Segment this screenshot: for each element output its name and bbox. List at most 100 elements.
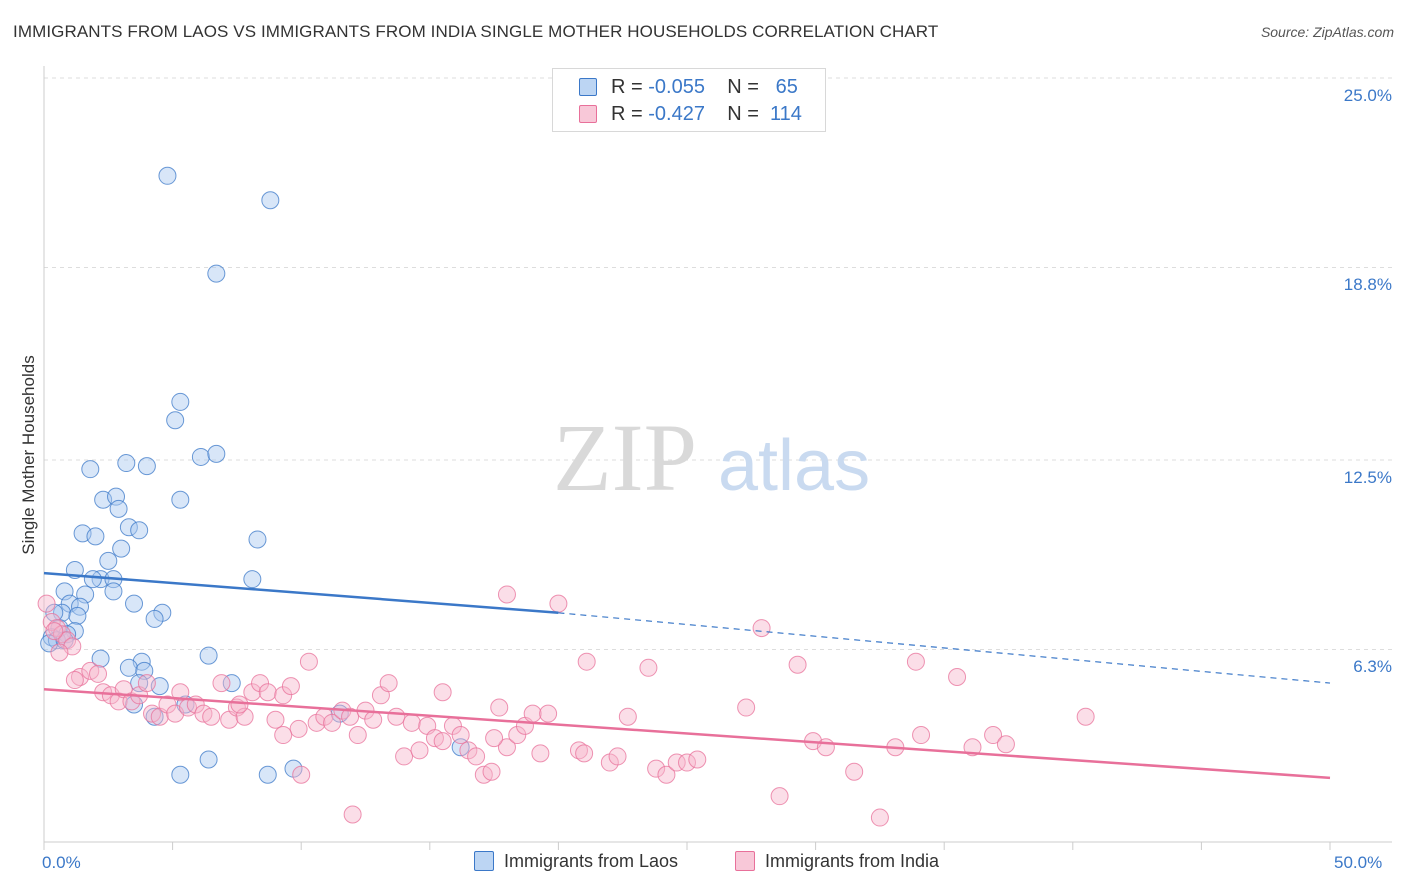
india-point — [485, 729, 504, 748]
india-point — [490, 698, 509, 717]
series-india-points — [37, 585, 1095, 827]
india-point — [171, 683, 190, 702]
india-point — [292, 765, 311, 784]
india-point — [549, 594, 568, 613]
source-label: Source: ZipAtlas.com — [1260, 24, 1394, 40]
india-point — [289, 719, 308, 738]
india-point — [467, 747, 486, 766]
laos-point — [117, 454, 136, 473]
india-point — [963, 738, 982, 757]
india-point — [788, 655, 807, 674]
laos-point — [258, 765, 277, 784]
india-point — [364, 710, 383, 729]
y-tick-label: 25.0% — [1343, 86, 1392, 105]
laos-point — [119, 658, 138, 677]
india-point — [752, 619, 771, 638]
legend-swatch-india — [735, 851, 755, 871]
india-swatch — [579, 105, 597, 123]
laos-point — [171, 392, 190, 411]
laos-point — [119, 518, 138, 537]
india-point — [50, 643, 69, 662]
india-point — [678, 753, 696, 772]
legend-swatch-laos — [474, 851, 494, 871]
india-point — [906, 652, 925, 671]
laos-trend-line — [43, 571, 559, 615]
laos-point — [166, 411, 185, 430]
india-point — [608, 747, 627, 766]
laos-point — [109, 499, 128, 518]
india-point — [984, 726, 1003, 745]
india-point — [47, 619, 66, 638]
laos-point — [86, 527, 105, 546]
laos-point — [158, 166, 177, 185]
india-trend-line — [43, 687, 1331, 780]
laos-point — [145, 707, 164, 726]
laos-n-value: 65 — [775, 76, 798, 98]
india-point — [688, 750, 707, 769]
india-point — [71, 667, 90, 686]
india-r-label: R = — [611, 103, 649, 125]
laos-point — [222, 674, 241, 693]
india-point — [1076, 707, 1095, 726]
india-point — [230, 695, 249, 714]
laos-point — [248, 530, 267, 549]
india-point — [379, 674, 398, 693]
laos-point — [207, 444, 226, 463]
india-point — [243, 683, 262, 702]
india-point — [667, 753, 686, 772]
india-point — [569, 741, 588, 760]
india-r-value: -0.427 — [648, 103, 705, 125]
laos-point — [145, 609, 164, 628]
india-point — [395, 747, 414, 766]
india-point — [299, 652, 318, 671]
india-point — [251, 674, 270, 693]
laos-point — [81, 460, 100, 479]
laos-r-value: -0.055 — [648, 76, 705, 98]
india-point — [912, 726, 931, 745]
india-point — [348, 726, 367, 745]
india-point — [539, 704, 558, 723]
india-point — [212, 674, 231, 693]
india-point — [737, 698, 756, 717]
india-point — [266, 710, 285, 729]
series-legend: Immigrants from Laos Immigrants from Ind… — [0, 851, 1406, 877]
india-point — [618, 707, 637, 726]
india-point — [433, 732, 452, 751]
x-tick-max: 50.0% — [1334, 853, 1383, 872]
chart-title: IMMIGRANTS FROM LAOS VS IMMIGRANTS FROM … — [13, 22, 939, 41]
india-point — [657, 765, 676, 784]
india-point — [89, 664, 108, 683]
india-point — [845, 762, 864, 781]
india-point — [65, 671, 84, 690]
india-point — [577, 652, 596, 671]
legend-label-laos: Immigrants from Laos — [504, 851, 679, 871]
laos-point — [99, 551, 118, 570]
grid-lines — [44, 77, 1392, 650]
laos-point — [125, 594, 144, 613]
laos-swatch — [579, 78, 597, 96]
legend-item-laos[interactable]: Immigrants from Laos — [474, 851, 678, 872]
stats-legend: R = -0.055 N = 65 R = -0.427 N = 114 — [552, 68, 826, 132]
y-tick-label: 12.5% — [1343, 468, 1392, 487]
india-point — [433, 683, 452, 702]
legend-label-india: Immigrants from India — [765, 851, 940, 871]
india-point — [37, 594, 56, 613]
india-n-label: N = — [727, 103, 765, 125]
laos-point — [130, 521, 149, 540]
laos-r-label: R = — [611, 76, 649, 98]
india-point — [870, 808, 889, 827]
legend-item-india[interactable]: Immigrants from India — [735, 851, 939, 872]
india-point — [410, 741, 429, 760]
india-point — [508, 726, 527, 745]
india-point — [281, 677, 300, 696]
india-point — [575, 744, 594, 763]
x-tick-min: 0.0% — [42, 853, 81, 872]
india-point — [387, 707, 406, 726]
axes — [43, 66, 1392, 850]
laos-point — [137, 457, 156, 476]
laos-point — [91, 649, 110, 668]
laos-point — [199, 750, 218, 769]
india-point — [258, 683, 277, 702]
laos-trend-extension — [558, 612, 1331, 684]
india-point — [639, 658, 658, 677]
